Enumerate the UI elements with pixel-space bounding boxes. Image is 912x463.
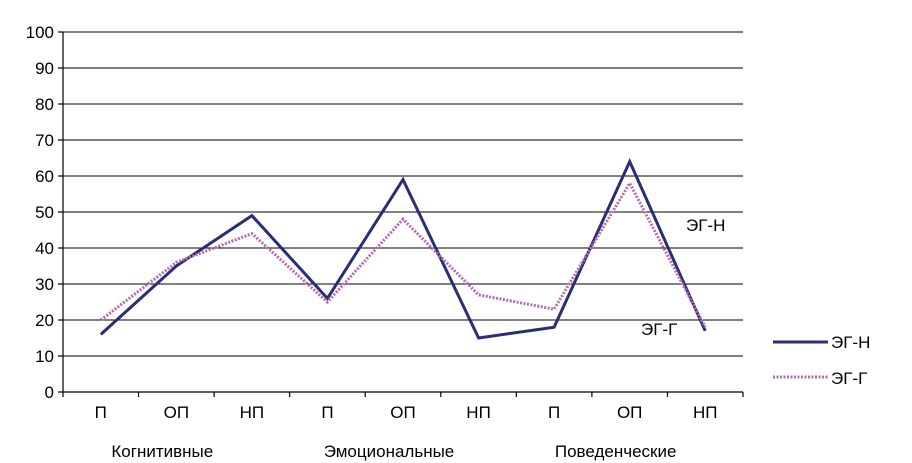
- y-tick-labels: 0 10 20 30 40 50 60 70 80 90 100: [26, 23, 54, 402]
- group-label: Эмоциональные: [324, 442, 455, 461]
- x-tick-label: П: [95, 403, 107, 422]
- annotation-eg-g: ЭГ-Г: [641, 320, 677, 339]
- group-label: Когнитивные: [111, 442, 213, 461]
- gridlines: [58, 31, 743, 393]
- y-tick-label: 80: [35, 95, 54, 114]
- series-line-eg-g: [99, 180, 707, 328]
- y-tick-label: 60: [35, 167, 54, 186]
- y-tick-label: 20: [35, 311, 54, 330]
- legend-label-eg-n: ЭГ-Н: [831, 333, 870, 352]
- y-tick-label: 100: [26, 23, 54, 42]
- x-tick-label: П: [548, 403, 560, 422]
- axes: [62, 32, 743, 393]
- y-tick-label: 30: [35, 275, 54, 294]
- legend-label-eg-g: ЭГ-Г: [831, 369, 867, 388]
- x-tick-label: НП: [240, 403, 265, 422]
- group-labels: Когнитивные Эмоциональные Поведенческие: [111, 442, 676, 461]
- y-tick-label: 0: [45, 383, 54, 402]
- x-tick-label: П: [321, 403, 333, 422]
- annotation-eg-n: ЭГ-Н: [686, 216, 725, 235]
- x-tick-label: ОП: [164, 403, 189, 422]
- x-tick-label: НП: [693, 403, 718, 422]
- x-tick-label: НП: [466, 403, 491, 422]
- y-tick-label: 40: [35, 239, 54, 258]
- y-tick-label: 10: [35, 347, 54, 366]
- y-tick-label: 70: [35, 131, 54, 150]
- legend: ЭГ-Н ЭГ-Г: [773, 333, 870, 388]
- y-tick-label: 90: [35, 59, 54, 78]
- series-line-eg-n: [99, 157, 707, 340]
- y-tick-label: 50: [35, 203, 54, 222]
- x-tick-label: ОП: [390, 403, 415, 422]
- x-tick-labels: П ОП НП П ОП НП П ОП НП: [62, 392, 744, 422]
- x-tick-label: ОП: [617, 403, 642, 422]
- annotations: ЭГ-Н ЭГ-Г: [641, 216, 725, 339]
- group-label: Поведенческие: [555, 442, 677, 461]
- series-lines: [99, 157, 707, 340]
